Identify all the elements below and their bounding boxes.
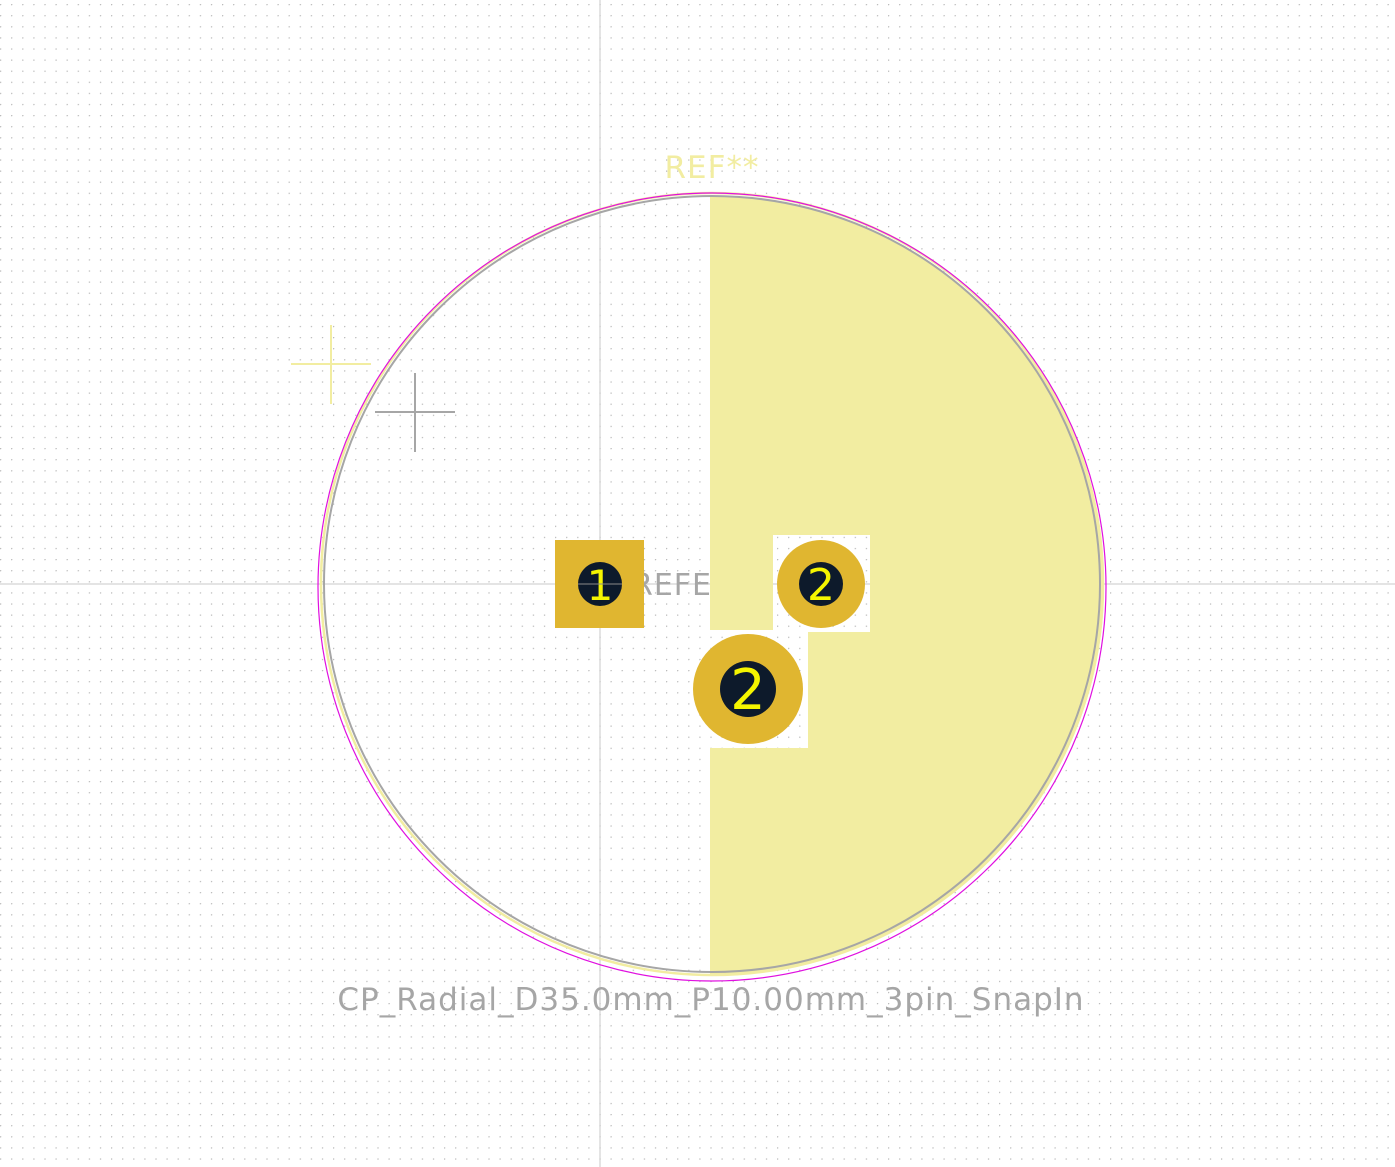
fab-plus-marker — [375, 373, 455, 452]
pad-2-b[interactable]: 2 — [693, 634, 803, 744]
silkscreen-plus-marker — [291, 325, 371, 404]
pad-2-b-number: 2 — [730, 658, 766, 723]
footprint-value-label[interactable]: CP_Radial_D35.0mm_P10.00mm_3pin_SnapIn — [337, 982, 1084, 1018]
courtyard-circle — [317, 192, 1107, 982]
pad-1[interactable]: 1 — [555, 540, 644, 628]
pad-2-a-number: 2 — [807, 560, 835, 611]
reference-designator-fab[interactable]: REFE — [632, 568, 712, 603]
fab-outline-circle — [323, 195, 1101, 973]
reference-designator-silk[interactable]: REF** — [665, 150, 760, 186]
pad-1-number: 1 — [587, 561, 614, 610]
pad-2-b-drill — [720, 661, 776, 717]
pad-2-a-drill — [799, 562, 843, 606]
silkscreen-polarity-fill — [710, 196, 1104, 976]
pad-2-a[interactable]: 2 — [777, 540, 865, 628]
